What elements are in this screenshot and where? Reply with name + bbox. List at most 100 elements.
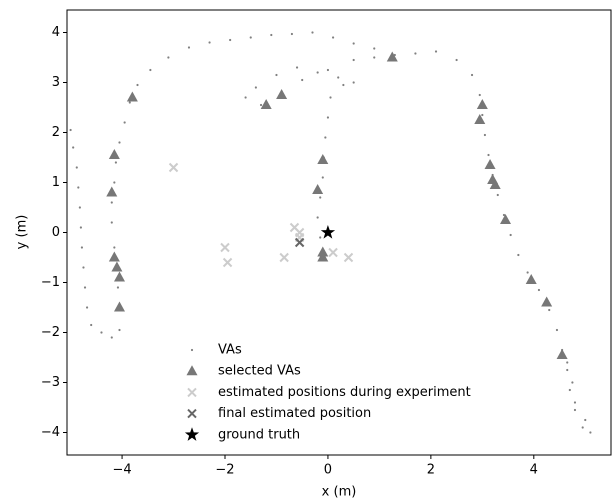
point — [568, 388, 571, 392]
point — [509, 233, 512, 237]
point — [149, 68, 152, 72]
point — [167, 56, 170, 59]
point — [331, 36, 335, 39]
point — [110, 201, 113, 204]
point — [75, 166, 78, 169]
point — [220, 242, 230, 253]
point — [478, 93, 481, 97]
legend-label: ground truth — [218, 427, 300, 442]
point — [259, 103, 263, 107]
point — [320, 225, 336, 239]
cross-stroke — [294, 237, 305, 248]
point — [108, 149, 120, 159]
point — [317, 251, 329, 262]
point — [118, 141, 121, 144]
point — [566, 361, 569, 364]
point — [72, 146, 75, 149]
y-tick-label: 0 — [52, 225, 60, 240]
point — [113, 271, 125, 282]
legend-marker — [190, 348, 194, 352]
point — [476, 99, 488, 109]
point — [128, 101, 131, 104]
point — [324, 136, 327, 139]
point — [90, 323, 93, 327]
legend-label: final estimated position — [218, 406, 371, 421]
point — [78, 206, 81, 209]
point — [489, 179, 501, 189]
point — [316, 71, 319, 74]
point — [326, 68, 330, 72]
point — [168, 162, 179, 173]
legend-marker — [187, 408, 197, 419]
point — [244, 96, 247, 99]
legend-label: estimated positions during experiment — [218, 385, 471, 400]
point — [116, 286, 120, 289]
x-tick-label: 0 — [324, 463, 332, 478]
x-tick-label: 4 — [530, 463, 538, 478]
point — [100, 331, 103, 334]
point — [275, 73, 278, 77]
point — [260, 99, 272, 109]
point — [222, 257, 233, 268]
point — [279, 252, 289, 263]
point — [229, 38, 232, 42]
point — [294, 237, 305, 248]
point — [77, 186, 80, 189]
point — [414, 52, 417, 55]
point — [187, 46, 191, 49]
legend-marker — [187, 387, 197, 398]
point — [373, 47, 376, 50]
point — [434, 50, 438, 53]
point — [136, 83, 139, 87]
point — [455, 58, 458, 62]
point — [108, 251, 120, 262]
point — [249, 36, 252, 39]
point — [254, 86, 257, 89]
point — [312, 184, 324, 194]
point — [584, 418, 587, 422]
point — [208, 41, 211, 44]
point — [470, 73, 474, 77]
cross-stroke — [222, 257, 233, 268]
legend-label: VAs — [218, 343, 242, 358]
point — [126, 91, 138, 102]
cross-stroke — [220, 242, 230, 253]
point — [386, 51, 398, 62]
y-tick-label: −2 — [41, 325, 60, 340]
point — [317, 154, 329, 164]
point — [79, 226, 82, 229]
point — [581, 426, 584, 429]
point — [487, 153, 490, 157]
point — [342, 83, 345, 87]
y-tick-label: 4 — [52, 25, 60, 40]
point — [316, 216, 319, 219]
point — [541, 296, 553, 307]
point — [82, 266, 85, 269]
y-axis-label: y (m) — [15, 215, 30, 250]
point — [337, 76, 340, 79]
point — [321, 176, 324, 179]
point — [352, 81, 355, 84]
point — [483, 133, 487, 137]
point — [113, 301, 125, 312]
point — [502, 213, 506, 217]
point — [525, 274, 537, 284]
cross-stroke — [279, 252, 289, 263]
x-tick-label: 2 — [427, 463, 435, 478]
cross-stroke — [187, 387, 197, 398]
point — [106, 186, 118, 197]
point — [481, 113, 484, 117]
point — [80, 246, 84, 249]
point — [329, 96, 332, 99]
point — [517, 253, 520, 257]
y-tick-label: −3 — [41, 375, 60, 390]
point — [110, 221, 113, 224]
y-tick-label: 1 — [52, 175, 60, 190]
point — [548, 308, 551, 312]
point — [110, 336, 113, 339]
point — [496, 193, 499, 197]
point — [113, 181, 116, 184]
cross-stroke — [328, 247, 338, 258]
cross-stroke — [343, 252, 354, 263]
